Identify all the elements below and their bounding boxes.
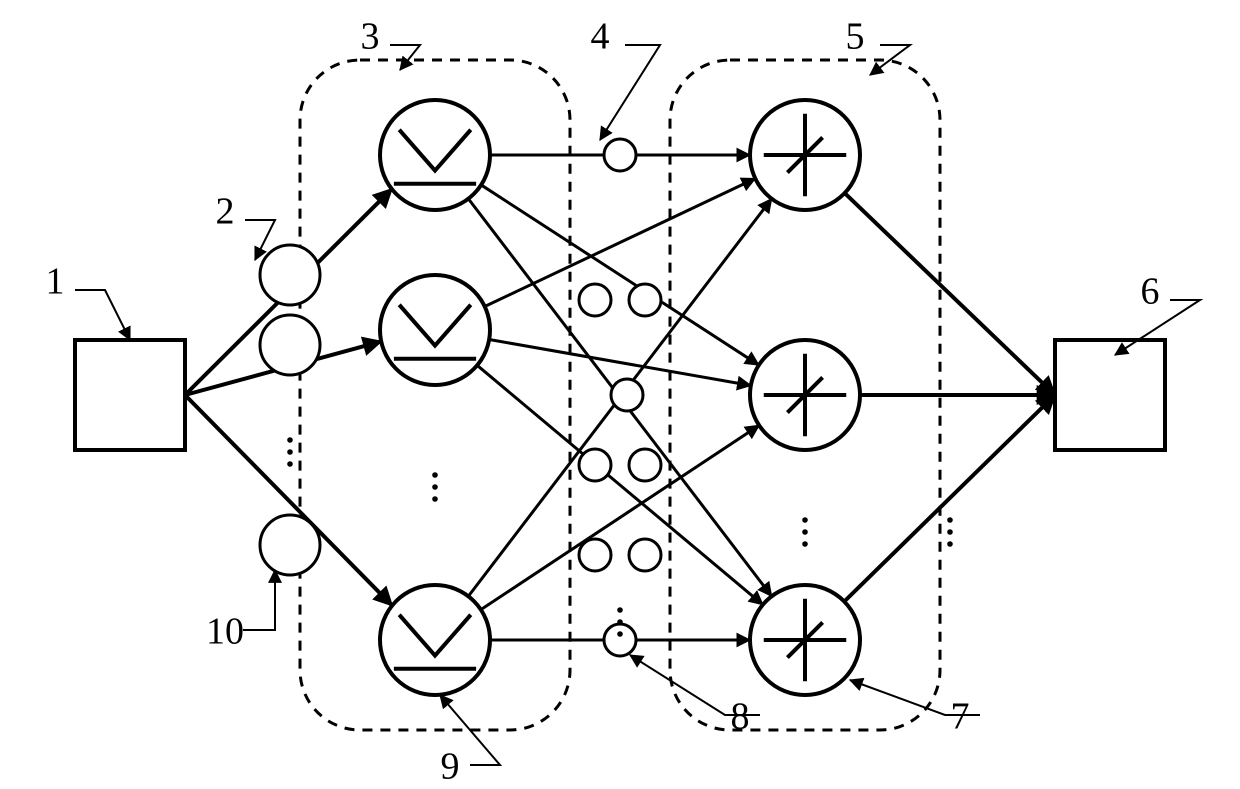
leader-line xyxy=(75,290,130,340)
hidden-weight xyxy=(629,284,661,316)
leader-line xyxy=(390,45,420,70)
ellipsis-dot xyxy=(287,437,293,443)
callout-label: 3 xyxy=(361,16,380,58)
hidden-weight xyxy=(629,539,661,571)
ellipsis-dot xyxy=(432,484,438,490)
callout-label: 9 xyxy=(441,746,460,788)
ellipsis-dot xyxy=(947,541,953,547)
hidden-node xyxy=(380,275,490,385)
input-weight xyxy=(260,315,320,375)
ellipsis-dot xyxy=(802,517,808,523)
edge-hidden-output xyxy=(481,185,759,365)
ellipsis-dot xyxy=(617,607,623,613)
ellipsis-dot xyxy=(287,461,293,467)
ellipsis-dot xyxy=(802,541,808,547)
hidden-weight xyxy=(579,284,611,316)
hidden-weight xyxy=(611,379,643,411)
callout-label: 10 xyxy=(206,611,244,653)
callout-label: 5 xyxy=(846,16,865,58)
ellipsis-dot xyxy=(947,517,953,523)
hidden-weight xyxy=(579,539,611,571)
hidden-weight xyxy=(579,449,611,481)
hidden-weight xyxy=(604,624,636,656)
output-node xyxy=(750,340,860,450)
input-square xyxy=(75,340,185,450)
input-weight xyxy=(260,245,320,305)
callout-label: 6 xyxy=(1141,271,1160,313)
ellipsis-dot xyxy=(802,529,808,535)
output-node xyxy=(750,100,860,210)
callout-label: 8 xyxy=(731,696,750,738)
callout-label: 4 xyxy=(591,16,610,58)
hidden-weight xyxy=(604,139,636,171)
edge-hidden-output xyxy=(485,179,756,307)
ellipsis-dot xyxy=(432,472,438,478)
callout-label: 7 xyxy=(951,696,970,738)
ellipsis-dot xyxy=(432,496,438,502)
edge-hidden-output xyxy=(481,425,759,609)
leader-line xyxy=(600,45,660,140)
input-weight xyxy=(260,515,320,575)
hidden-weight xyxy=(629,449,661,481)
output-square xyxy=(1055,340,1165,450)
ellipsis-dot xyxy=(287,449,293,455)
hidden-node xyxy=(380,100,490,210)
edge-hidden-output xyxy=(489,340,751,386)
leader-line xyxy=(243,570,275,630)
edge-output-sink xyxy=(845,193,1055,395)
hidden-layer-box xyxy=(300,60,570,730)
hidden-node xyxy=(380,585,490,695)
ellipsis-dot xyxy=(617,631,623,637)
callout-label: 2 xyxy=(216,191,235,233)
ellipsis-dot xyxy=(947,529,953,535)
edge-output-sink xyxy=(844,395,1055,602)
callout-label: 1 xyxy=(46,261,65,303)
ellipsis-dot xyxy=(617,619,623,625)
output-node xyxy=(750,585,860,695)
